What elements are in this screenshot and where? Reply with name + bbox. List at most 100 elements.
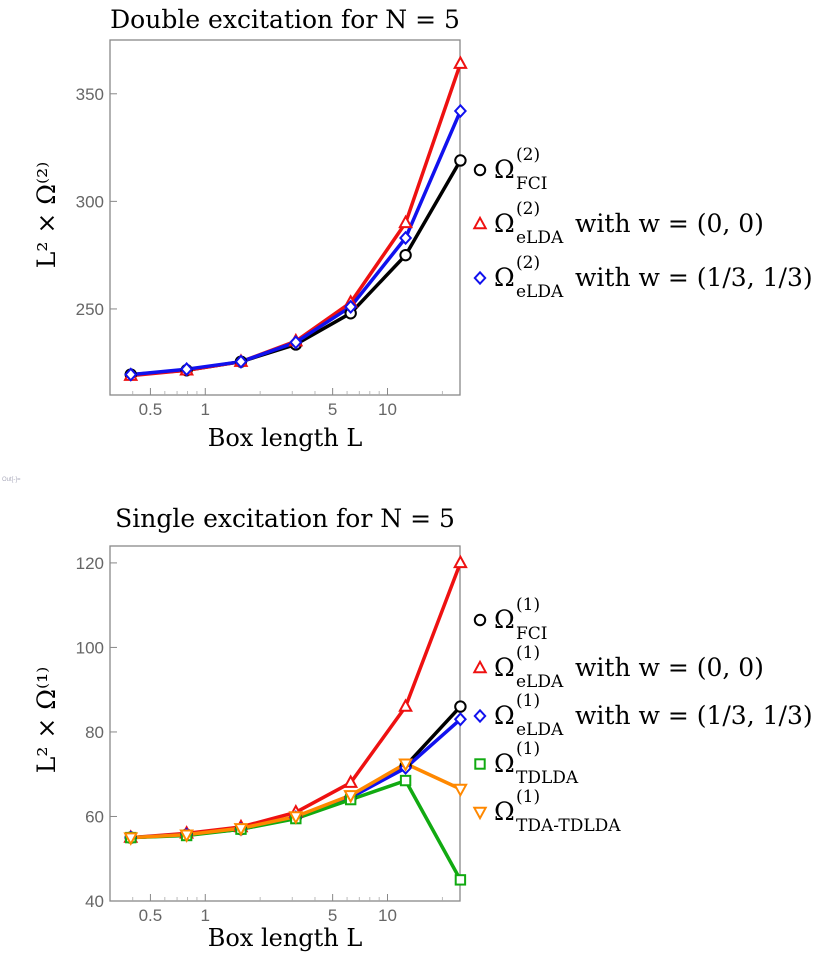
legend-tail: with w = (1/3, 1/3) [575,263,813,292]
x-tick-label: 5 [328,400,337,419]
x-tick-label: 0.5 [139,400,163,419]
data-point [399,774,412,787]
data-series [123,554,468,886]
y-axis-label: L² × Ω⁽²⁾ [32,162,61,269]
legend-label: Ω [494,263,515,292]
y-tick-label: 250 [76,300,104,319]
legend-subscript: FCI [516,624,548,644]
data-point [179,829,195,843]
legend-tail: with w = (0, 0) [575,653,764,682]
legend-marker [473,708,487,724]
single-excitation-panel: Single excitation for N = 5 Box length L… [32,504,813,952]
series-line [130,63,463,378]
legend-entry: Ω (2) eLDA with w = (0, 0) [472,199,764,248]
legend-superscript: (1) [516,595,540,615]
chart-title: Single excitation for N = 5 [115,504,455,533]
data-point [453,783,468,798]
x-axis-label: Box length L [208,924,363,952]
legend-subscript: TDLDA [516,768,579,788]
legend-label: Ω [494,797,515,826]
legend-superscript: (1) [516,691,540,711]
data-point [399,230,413,246]
legend-label: Ω [494,701,515,730]
legend-subscript: eLDA [516,720,564,740]
x-tick-label: 10 [378,400,397,419]
x-tick-label: 5 [328,906,337,925]
series-line [130,562,463,840]
data-point [124,367,138,382]
axis-ticks: 0.5 1 5 10 40 60 80 100 120 [76,554,443,925]
data-point [123,832,139,846]
legend-subscript: FCI [516,174,548,194]
x-tick-label: 1 [201,400,210,419]
legend-superscript: (1) [516,643,540,663]
legend-superscript: (1) [516,739,540,759]
legend-entry: Ω (1) FCI [473,595,548,644]
data-point [343,774,359,788]
y-tick-label: 350 [76,85,104,104]
legend-marker [472,215,488,230]
legend-subscript: eLDA [516,282,564,302]
y-tick-label: 40 [85,892,104,911]
legend-tail: with w = (1/3, 1/3) [575,701,813,730]
data-point [344,299,358,314]
x-axis-label: Box length L [208,424,363,452]
legend-subscript: eLDA [516,228,564,248]
y-tick-label: 100 [76,638,104,657]
data-point [398,758,413,772]
legend-marker [473,163,487,177]
data-point [454,700,467,713]
y-tick-label: 300 [76,192,104,211]
data-point [180,361,194,377]
legend-superscript: (2) [516,145,540,165]
data-point [454,874,467,886]
legend-subscript: TDA-TDLDA [516,816,621,836]
double-excitation-panel: Double excitation for N = 5 Box length L… [32,5,813,452]
legend-marker [472,806,488,821]
axis-ticks: 0.5 1 5 10 250 300 350 [76,85,443,419]
legend-marker [472,659,488,674]
data-point [234,354,248,369]
legend-entry: Ω (1) eLDA with w = (1/3, 1/3) [473,691,813,740]
x-tick-label: 1 [201,906,210,925]
data-point [288,811,304,825]
data-series [123,55,468,382]
series-line [130,761,462,840]
x-tick-label: 10 [378,906,397,925]
data-point [453,55,468,69]
legend-tail: with w = (0, 0) [575,209,764,238]
y-axis-label: L² × Ω⁽¹⁾ [32,667,61,774]
data-point [454,154,467,167]
x-tick-label: 0.5 [139,906,163,925]
legend-entry: Ω (1) eLDA with w = (0, 0) [472,643,764,692]
data-point [399,248,412,262]
legend-marker [473,613,487,627]
cell-output-label: Out[-]= [2,477,21,483]
legend-entry: Ω (2) eLDA with w = (1/3, 1/3) [473,253,813,302]
chart-title: Double excitation for N = 5 [110,5,460,34]
y-tick-label: 80 [85,723,104,742]
legend-entry: Ω (2) FCI [473,145,548,194]
plot-frame [109,545,461,902]
data-point [233,823,249,837]
legend-entry: Ω (1) TDLDA [474,739,579,788]
y-tick-label: 60 [85,807,104,826]
legend-label: Ω [494,209,515,238]
legend-label: Ω [494,653,515,682]
legend-marker [473,270,487,286]
plot-frame [109,39,461,396]
data-point [289,335,303,350]
legend-marker [474,758,486,770]
legend-entry: Ω (1) TDA-TDLDA [472,787,621,836]
legend-subscript: eLDA [516,672,564,692]
legend-label: Ω [494,605,515,634]
legend-superscript: (2) [516,199,540,219]
data-point [398,698,413,712]
data-point [453,712,467,727]
legend-superscript: (2) [516,253,540,273]
y-tick-label: 120 [76,554,104,573]
data-point [343,790,359,804]
